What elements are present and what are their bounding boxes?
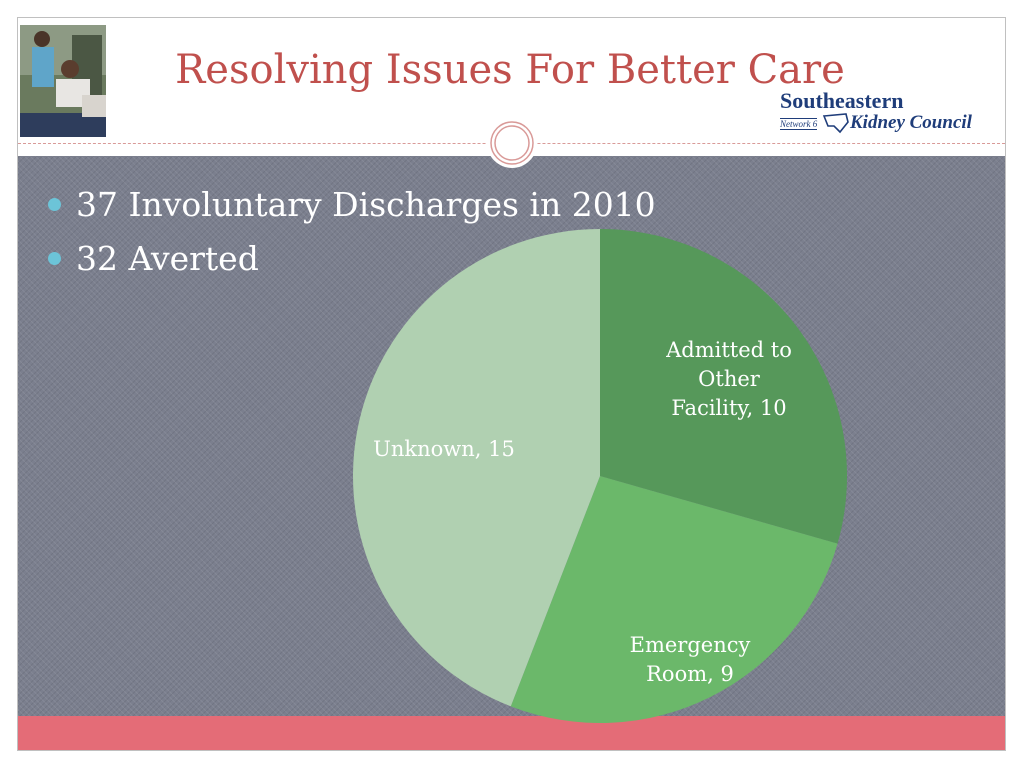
logo-line1: Southeastern [780, 88, 904, 113]
council-logo: Southeastern Network 6 Kidney Council [776, 88, 986, 138]
logo-network: Network 6 [780, 118, 818, 130]
bullet-dot-icon [48, 198, 61, 211]
bullet-text: 32 Averted [76, 239, 259, 278]
logo-line2: Kidney Council [850, 112, 972, 133]
bullet-item: 32 Averted [46, 232, 656, 286]
state-map-icon [822, 113, 849, 134]
bullet-list: 37 Involuntary Discharges in 2010 32 Ave… [46, 178, 656, 286]
bullet-item: 37 Involuntary Discharges in 2010 [46, 178, 656, 232]
bullet-text: 37 Involuntary Discharges in 2010 [76, 185, 656, 224]
bullet-dot-icon [48, 252, 61, 265]
slide-frame [17, 17, 1006, 751]
circle-ornament-icon [487, 118, 537, 168]
bottom-accent-bar [18, 716, 1005, 750]
dialysis-photo [20, 25, 106, 137]
slide-title: Resolving Issues For Better Care [175, 47, 845, 93]
